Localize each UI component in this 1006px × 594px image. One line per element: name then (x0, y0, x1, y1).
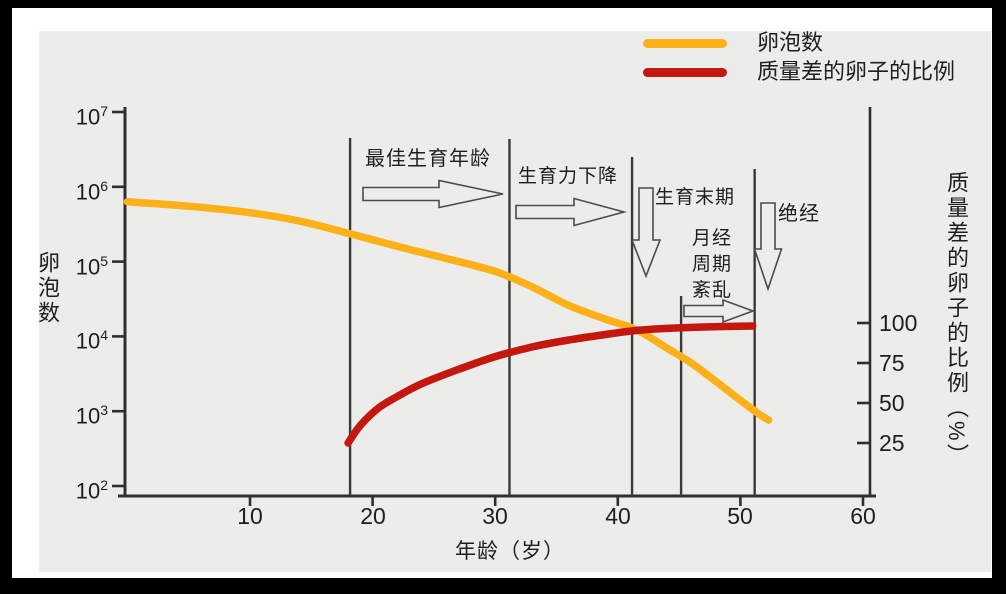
legend-swatch-poor-egg (643, 68, 727, 77)
y-right-tick-label: 25 (879, 430, 905, 456)
y-left-tick-label: 104 (75, 327, 108, 354)
optimal-age-arrow-icon (362, 179, 504, 209)
chart-panel (39, 31, 991, 572)
cycle-disorder-arrow-icon (683, 298, 756, 324)
y-left-tick-exponent: 4 (100, 327, 108, 343)
y-left-tick-label: 107 (75, 103, 108, 130)
x-tick-label: 60 (850, 503, 876, 529)
y-left-tick-label: 103 (75, 402, 108, 429)
y-left-tick-exponent: 7 (100, 103, 108, 119)
y-left-tick-label: 106 (75, 178, 108, 205)
annotation-optimal-reproductive-age: 最佳生育年龄 (365, 148, 491, 170)
y-left-tick-label: 105 (75, 253, 108, 280)
legend-swatch-follicle (643, 39, 727, 48)
y-left-axis-title: 卵泡数 (35, 251, 60, 326)
menopause-arrow-icon (753, 202, 783, 292)
annotation-menstrual-cycle-disorder: 月经周期紊乱 (692, 228, 733, 301)
annotation-menopause: 绝经 (778, 203, 820, 225)
fertility-decline-arrow-icon (515, 197, 628, 227)
x-tick-label: 10 (237, 503, 263, 529)
x-tick-label: 40 (605, 503, 631, 529)
follicle-count-curve (123, 198, 773, 424)
x-tick-label: 50 (727, 503, 753, 529)
y-right-tick-label: 75 (879, 350, 905, 376)
y-left-tick-label: 102 (75, 477, 108, 504)
y-left-tick-exponent: 6 (100, 178, 108, 194)
y-left-tick-exponent: 2 (100, 477, 108, 493)
annotation-end-of-fertility: 生育末期 (655, 187, 736, 208)
poor-egg-ratio-curve (344, 322, 757, 447)
legend-label-poor-egg: 质量差的卵子的比例 (757, 59, 956, 84)
legend-label-follicle: 卵泡数 (757, 30, 824, 55)
annotation-fertility-decline: 生育力下降 (518, 166, 619, 187)
y-right-tick-label: 100 (879, 310, 918, 336)
x-tick-label: 20 (360, 503, 386, 529)
x-tick-label: 30 (482, 503, 508, 529)
y-right-tick-label: 50 (879, 390, 905, 416)
y-right-axis-title: 质量差的卵子的比例（%） (944, 171, 969, 469)
y-left-tick-exponent: 3 (100, 402, 108, 418)
image-frame (12, 8, 992, 578)
y-left-tick-exponent: 5 (100, 253, 108, 269)
end-of-fertility-arrow-icon (630, 187, 662, 279)
x-axis-title: 年龄（岁） (455, 540, 565, 563)
